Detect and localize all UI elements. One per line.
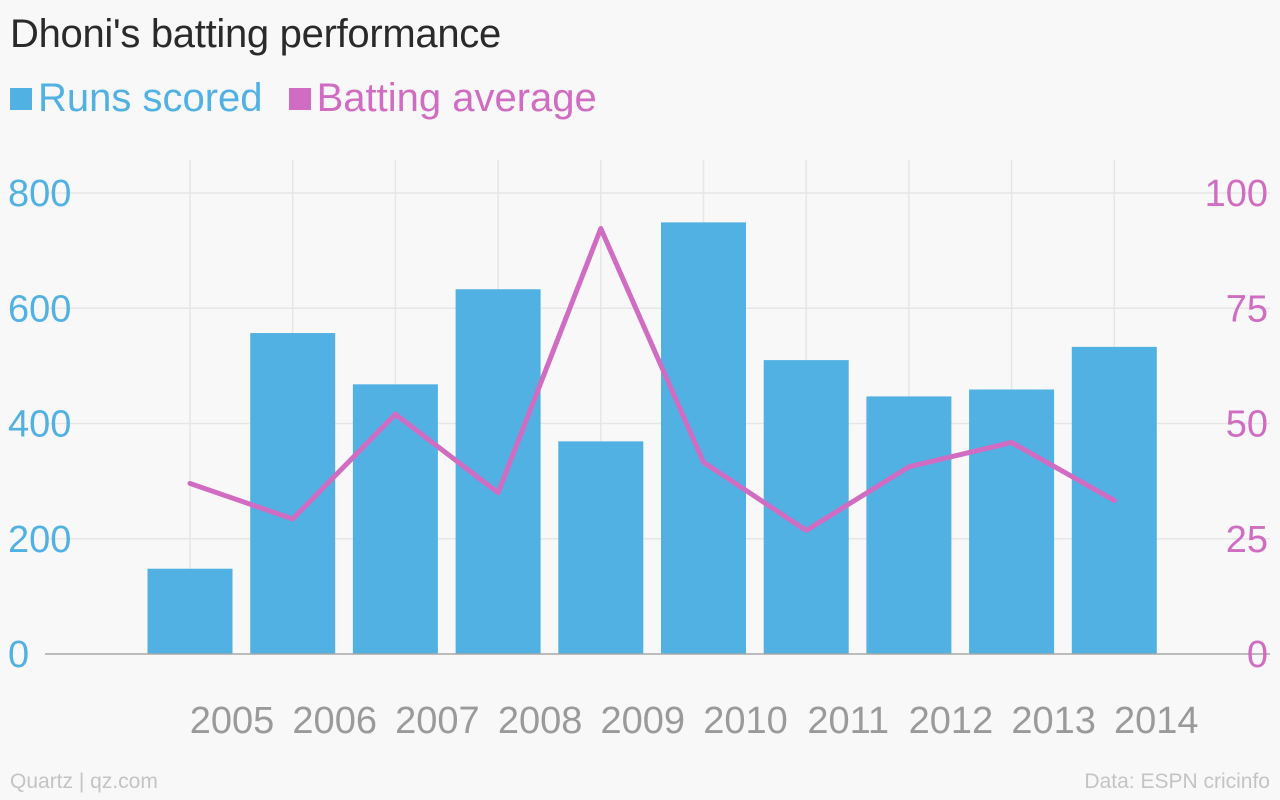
footer-source: Data: ESPN cricinfo: [1084, 770, 1270, 793]
bar-2012: [866, 396, 952, 654]
chart-legend: Runs scored Batting average: [10, 76, 623, 121]
legend-swatch-runs: [10, 87, 32, 110]
left-tick-600: 600: [8, 288, 71, 330]
x-tick-2006: 2006: [292, 700, 377, 742]
bar-2013: [969, 389, 1055, 654]
right-tick-0: 0: [1247, 634, 1268, 676]
x-tick-2014: 2014: [1114, 700, 1199, 742]
legend-label-runs: Runs scored: [38, 76, 263, 120]
x-tick-2013: 2013: [1011, 700, 1096, 742]
right-axis-ticks: 0 25 50 75 100: [1205, 173, 1268, 676]
legend-item-average: Batting average: [288, 76, 597, 121]
left-tick-400: 400: [8, 404, 71, 446]
left-tick-0: 0: [8, 634, 29, 676]
bar-2007: [352, 384, 438, 654]
x-axis-ticks: 2005 2006 2007 2008 2009 2010 2011 2012 2013 2014: [190, 700, 1199, 742]
bars-group: [147, 222, 1157, 655]
chart-title: Dhoni's batting performance: [10, 12, 501, 56]
x-tick-2012: 2012: [909, 700, 994, 742]
left-tick-800: 800: [8, 173, 71, 215]
footer-credit: Quartz | qz.com: [10, 770, 158, 793]
bar-2010: [661, 222, 746, 655]
left-axis-ticks: 0 200 400 600 800: [8, 173, 71, 676]
right-tick-25: 25: [1226, 519, 1268, 561]
legend-label-average: Batting average: [316, 76, 597, 120]
batting-average-line: [187, 225, 1117, 533]
horizontal-gridlines: [45, 192, 1270, 540]
bar-2011: [763, 360, 849, 654]
bar-2009: [558, 441, 644, 654]
legend-item-runs: Runs scored: [10, 76, 263, 121]
right-tick-50: 50: [1226, 404, 1268, 446]
legend-swatch-average: [288, 87, 311, 110]
left-tick-200: 200: [8, 519, 71, 561]
right-tick-100: 100: [1205, 173, 1268, 215]
bar-2006: [250, 333, 336, 654]
x-tick-2010: 2010: [703, 700, 788, 742]
x-tick-2009: 2009: [601, 700, 686, 742]
x-tick-2005: 2005: [190, 700, 275, 742]
x-tick-2008: 2008: [498, 700, 583, 742]
bar-2005: [147, 568, 233, 654]
x-tick-2011: 2011: [807, 700, 889, 742]
right-tick-75: 75: [1226, 288, 1268, 330]
x-tick-2007: 2007: [395, 700, 480, 742]
